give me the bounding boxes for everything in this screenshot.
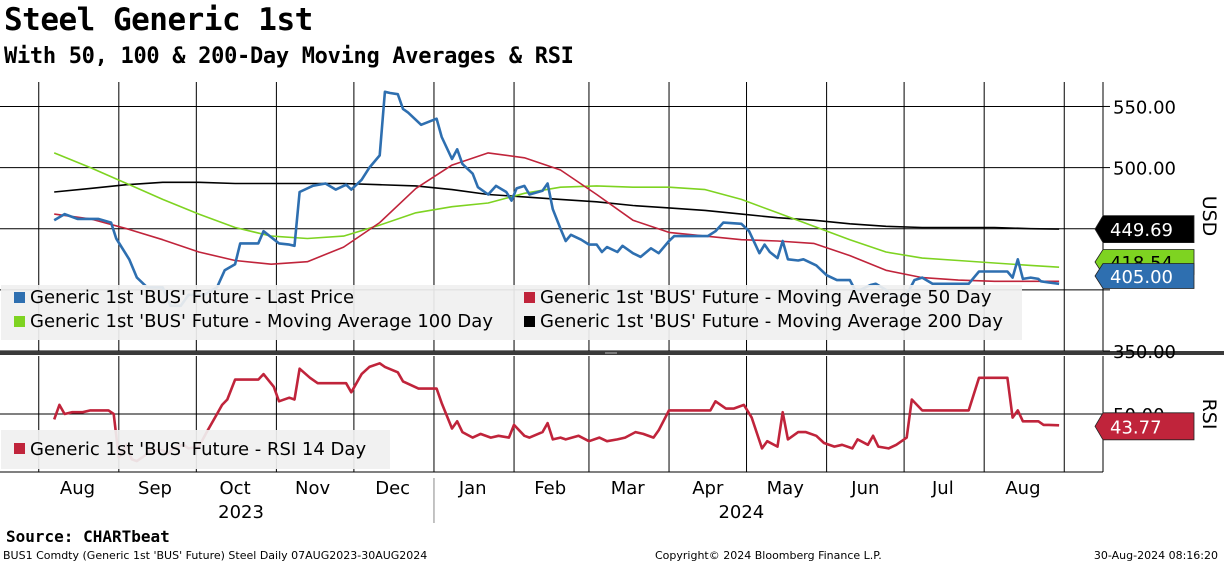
ma100-line (53, 152, 1060, 268)
rsi-last-tag-text: 43.77 (1110, 417, 1162, 438)
x-tick-label-month: Dec (375, 478, 410, 499)
x-tick-label-month: Mar (611, 478, 646, 499)
ma50-line (54, 152, 1060, 283)
legend-swatch (14, 292, 25, 303)
x-tick-label-month: Sep (138, 478, 172, 499)
x-tick-label-month: May (767, 478, 805, 499)
price-series-lines (53, 90, 1060, 308)
legend-entry: Generic 1st 'BUS' Future - Moving Averag… (540, 311, 1003, 332)
rsi-legend-box (1, 430, 390, 469)
x-tick-label-year: 2024 (718, 502, 764, 523)
copyright-notice: Copyright© 2024 Bloomberg Finance L.P. (655, 549, 882, 562)
x-tick-label-month: Nov (295, 478, 330, 499)
x-tick-label-month: Aug (60, 478, 95, 499)
legend-swatch (524, 316, 535, 327)
x-tick-label-month: Oct (220, 478, 251, 499)
rsi-last-tag: 43.77 (1094, 412, 1195, 441)
price-y-tick-label: 350.00 (1113, 342, 1176, 363)
last-price-tag-text: 405.00 (1110, 267, 1173, 288)
price-y-tick-label: 550.00 (1113, 97, 1176, 118)
chart-title: Steel Generic 1st (4, 2, 313, 38)
legend-entry: Generic 1st 'BUS' Future - Last Price (30, 287, 354, 308)
axes: 550.00500.00350.0050.00USDRSIAugSepOctNo… (0, 82, 1224, 523)
last-price-tag: 405.00 (1094, 263, 1195, 289)
price-legend-box (1, 285, 1022, 340)
legend-swatch (524, 292, 535, 303)
x-tick-label-month: Jul (931, 478, 954, 499)
x-tick-label-month: Aug (1005, 478, 1040, 499)
legend-entry: Generic 1st 'BUS' Future - Moving Averag… (540, 287, 992, 308)
timestamp: 30-Aug-2024 08:16:20 (1093, 549, 1218, 562)
x-tick-label-month: Jun (850, 478, 879, 499)
x-tick-label-month: Apr (692, 478, 724, 499)
rsi-axis-label: RSI (1198, 399, 1220, 430)
x-tick-label-year: 2023 (218, 502, 264, 523)
legend-swatch (14, 316, 25, 327)
security-description: BUS1 Comdty (Generic 1st 'BUS' Future) S… (3, 549, 428, 562)
legend-entry: Generic 1st 'BUS' Future - Moving Averag… (30, 311, 493, 332)
legends: Generic 1st 'BUS' Future - Last Price Gen… (1, 285, 1022, 469)
legend-swatch (14, 443, 25, 454)
chart-subtitle: With 50, 100 & 200-Day Moving Averages &… (4, 44, 574, 69)
ma200-last-tag: 449.69 (1094, 215, 1195, 244)
price-axis-label: USD (1198, 196, 1220, 237)
ma200-line (54, 181, 1060, 230)
x-tick-label-month: Feb (534, 478, 566, 499)
ma200-last-tag-text: 449.69 (1110, 220, 1173, 241)
price-y-tick-label: 500.00 (1113, 159, 1176, 180)
source-label: Source: CHARTbeat (6, 527, 170, 546)
legend-entry: Generic 1st 'BUS' Future - RSI 14 Day (30, 439, 366, 460)
x-tick-label-month: Jan (458, 478, 487, 499)
